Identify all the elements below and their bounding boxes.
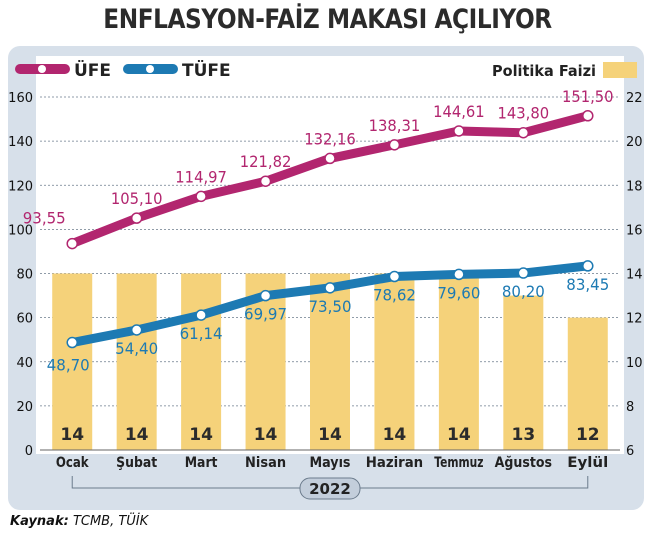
series-point: [582, 260, 594, 272]
series-data-label: 151,50: [562, 87, 614, 106]
series-data-label: 144,61: [433, 102, 485, 121]
series-data-label: 93,55: [23, 209, 66, 228]
left-axis-tick-label: 20: [16, 400, 33, 415]
series-point: [195, 190, 207, 203]
source-note: Kaynak: TCMB, TÜİK: [10, 514, 148, 529]
right-axis-tick-label: 18: [626, 179, 643, 194]
category-label: Temmuz: [434, 455, 483, 471]
right-axis-tick-label: 12: [626, 312, 643, 327]
right-axis-tick-label: 16: [626, 223, 643, 238]
series-data-label: 73,50: [309, 297, 352, 316]
series-data-label: 132,16: [304, 129, 356, 148]
series-data-label: 79,60: [437, 283, 480, 302]
source-label: Kaynak:: [10, 514, 69, 529]
series-data-label: 69,97: [244, 305, 287, 324]
bar-value-label: 12: [576, 425, 600, 445]
legend-swatch-politika-faizi: [603, 62, 637, 78]
category-label: Ağustos: [495, 455, 552, 471]
right-axis-tick-label: 10: [626, 356, 643, 371]
bar-politika-faizi: [181, 273, 222, 450]
series-point: [453, 268, 465, 281]
bar-value-label: 14: [254, 425, 278, 445]
right-axis-tick-label: 22: [626, 91, 643, 106]
series-point: [130, 212, 143, 224]
left-axis-tick-label: 100: [8, 223, 33, 238]
bar-value-label: 14: [383, 425, 407, 445]
legend-marker: [146, 65, 154, 73]
bar-value-label: 14: [447, 425, 471, 445]
bar-politika-faizi: [52, 273, 93, 450]
series-point: [453, 125, 465, 137]
source-text: TCMB, TÜİK: [72, 514, 149, 529]
legend-label-ufe: ÜFE: [74, 59, 111, 81]
category-label: Mart: [185, 455, 218, 471]
left-axis-tick-label: 140: [8, 135, 33, 150]
bar-value-label: 14: [60, 425, 84, 445]
bar-value-label: 14: [318, 425, 342, 445]
series-point: [388, 270, 401, 283]
category-label: Nisan: [245, 455, 286, 471]
left-axis-tick-label: 0: [25, 444, 33, 459]
series-point: [324, 282, 336, 294]
right-axis-tick-label: 14: [626, 268, 643, 283]
series-data-label: 78,62: [373, 286, 416, 305]
right-axis-tick-label: 6: [626, 444, 634, 459]
category-label: Mayıs: [310, 455, 351, 471]
left-axis-tick-label: 80: [16, 268, 33, 283]
category-label: Ocak: [56, 455, 89, 471]
series-data-label: 80,20: [502, 282, 545, 301]
right-axis-tick-label: 8: [626, 400, 634, 415]
left-axis-tick-label: 120: [8, 179, 33, 194]
bar-value-label: 14: [125, 425, 149, 445]
chart-title: ENFLASYON-FAİZ MAKASI AÇILIYOR: [103, 4, 552, 35]
year-label: 2022: [309, 480, 351, 498]
bar-politika-faizi: [310, 273, 350, 450]
series-point: [130, 324, 143, 336]
legend-marker: [38, 65, 46, 73]
left-axis-tick-label: 60: [16, 312, 33, 327]
year-pill: [299, 477, 361, 500]
series-data-label: 114,97: [175, 167, 227, 186]
series-point: [388, 139, 401, 151]
bar-politika-faizi: [438, 273, 479, 450]
bar-value-label: 14: [189, 425, 213, 445]
series-point: [259, 289, 272, 302]
left-axis-tick-label: 40: [16, 356, 33, 371]
left-axis-tick-label: 160: [8, 91, 33, 106]
bar-value-label: 13: [511, 425, 535, 445]
legend-label-politika-faizi: Politika Faizi: [492, 62, 596, 80]
series-point: [517, 126, 530, 139]
series-point: [324, 152, 336, 165]
series-data-label: 83,45: [566, 275, 609, 294]
series-data-label: 48,70: [47, 356, 90, 375]
series-data-label: 61,14: [180, 324, 223, 343]
series-point: [195, 309, 207, 321]
series-data-label: 143,80: [498, 104, 550, 123]
series-data-label: 54,40: [115, 339, 158, 358]
series-point: [582, 110, 594, 122]
bar-politika-faizi: [374, 273, 415, 450]
series-data-label: 121,82: [240, 152, 292, 171]
series-point: [517, 267, 530, 279]
category-label: Şubat: [116, 455, 157, 471]
right-axis-tick-label: 20: [626, 135, 643, 150]
legend-label-tufe: TÜFE: [182, 59, 231, 81]
bar-politika-faizi: [503, 295, 544, 450]
series-point: [66, 237, 78, 250]
series-data-label: 105,10: [111, 189, 163, 208]
series-point: [66, 336, 78, 349]
series-data-label: 138,31: [369, 116, 421, 135]
category-label: Haziran: [366, 455, 423, 471]
series-point: [259, 175, 272, 187]
bar-politika-faizi: [567, 317, 608, 450]
category-label: Eylül: [567, 455, 608, 471]
bar-politika-faizi: [116, 273, 157, 450]
